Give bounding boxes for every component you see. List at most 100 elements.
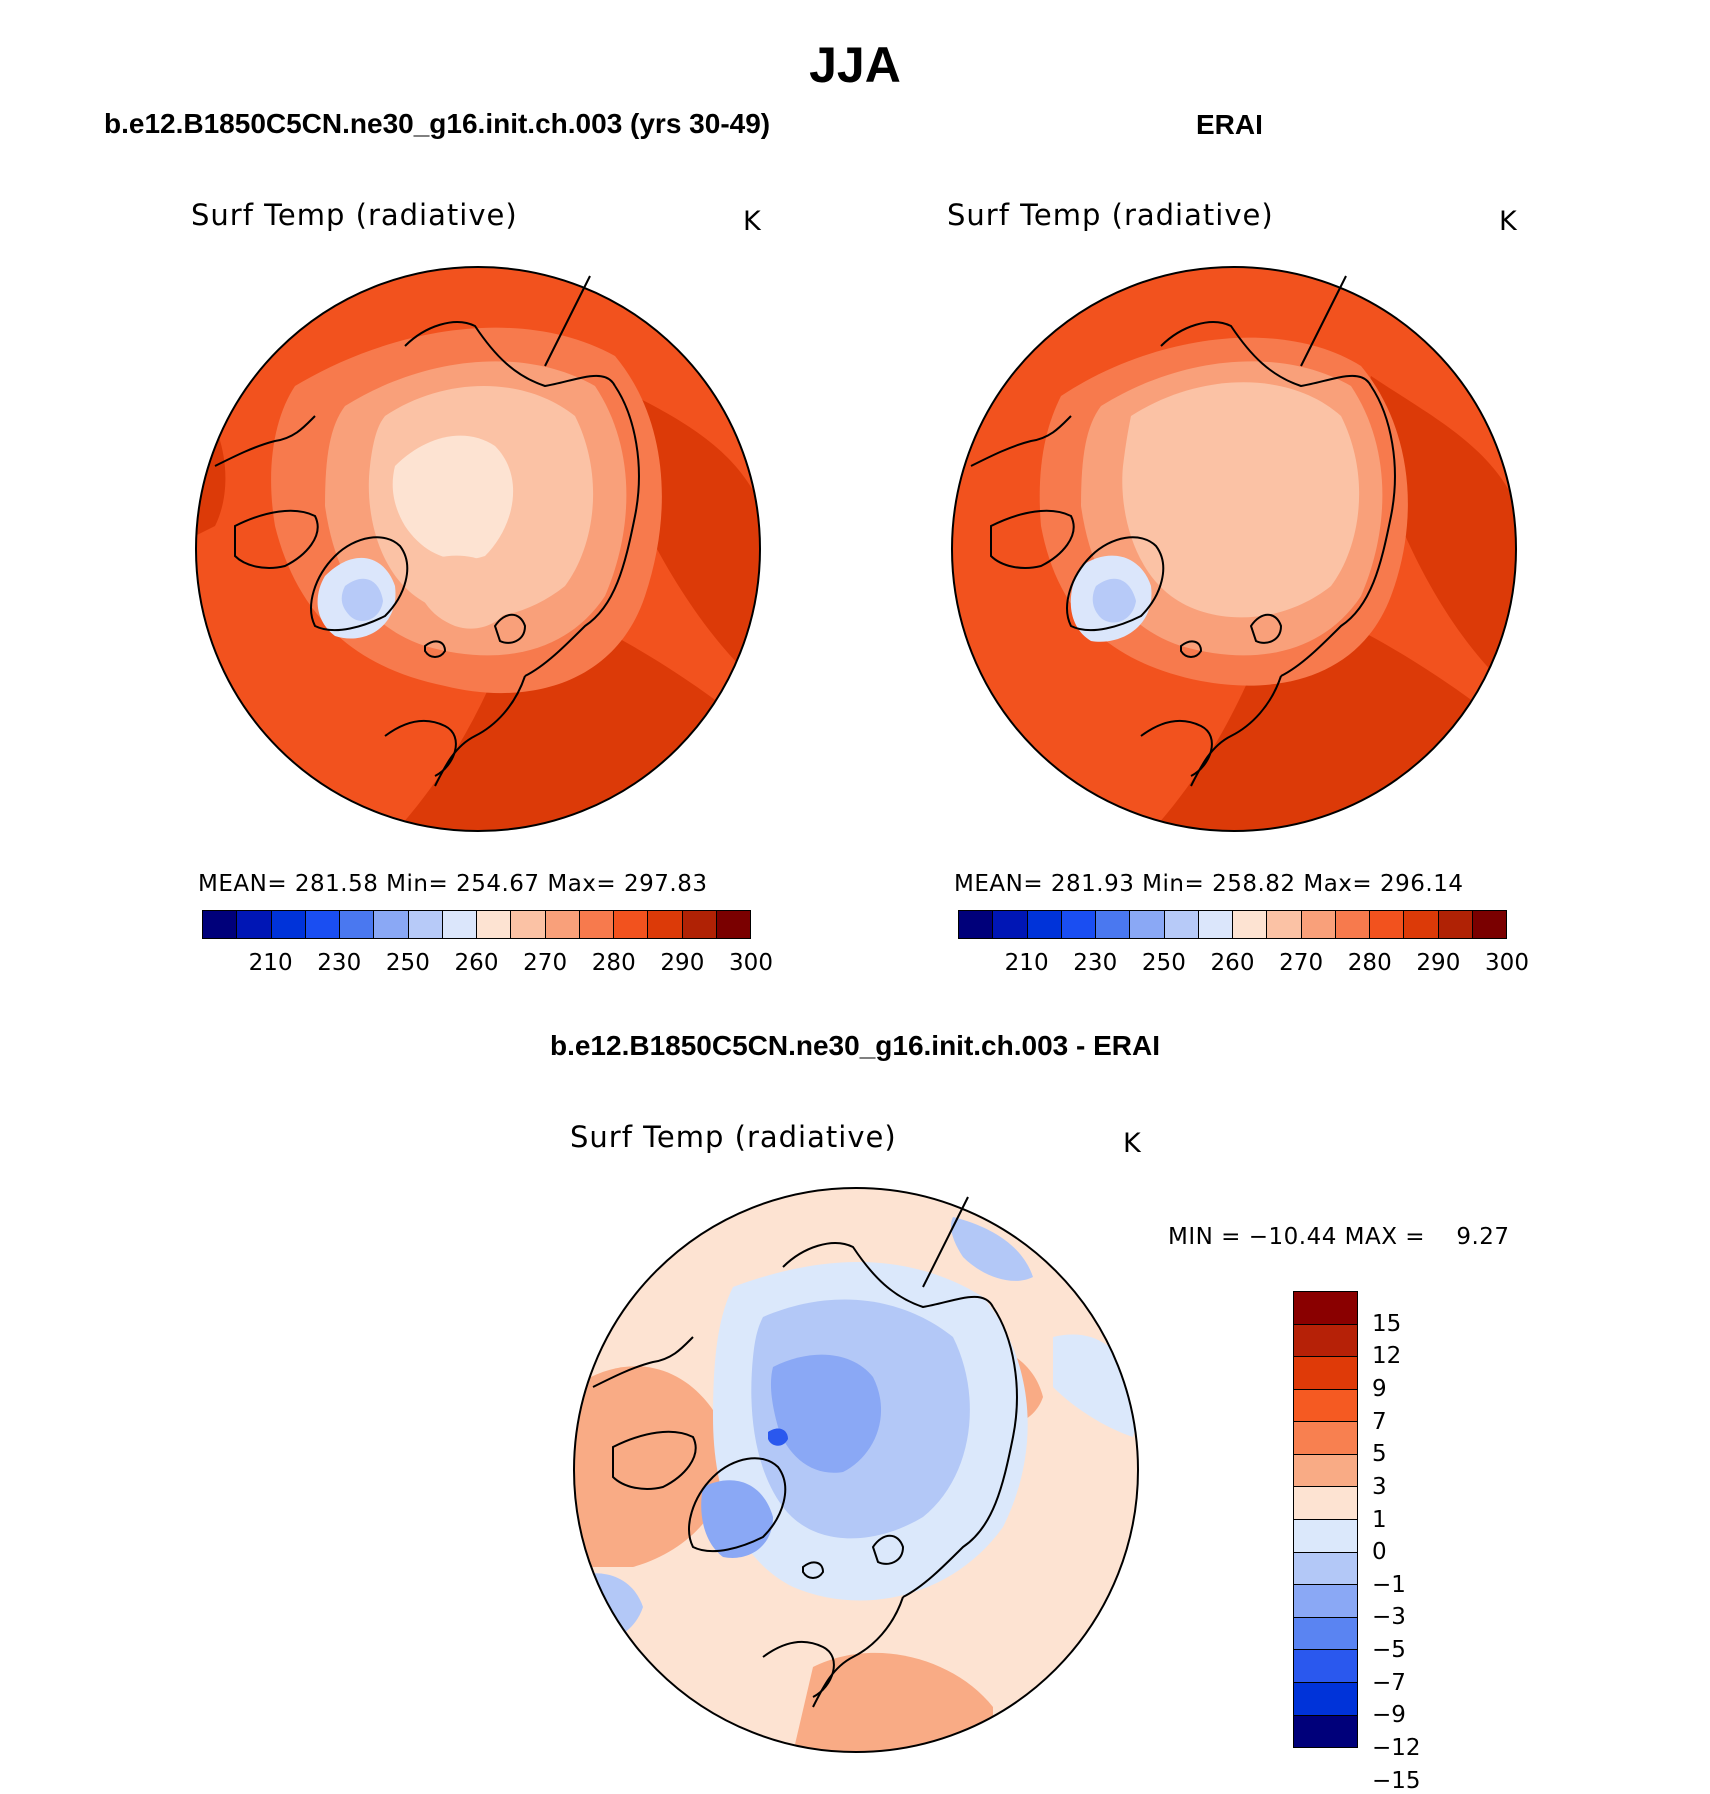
panel3-stats: MIN = −10.44 MAX = 9.27 <box>1168 1224 1510 1250</box>
colorbar-tick-label: 0 <box>1372 1539 1387 1566</box>
colorbar-tick-label: 290 <box>1416 950 1461 976</box>
colorbar-swatch <box>1294 1487 1357 1521</box>
colorbar-swatch <box>237 911 272 938</box>
colorbar-swatch <box>579 911 614 938</box>
colorbar-swatch <box>1164 911 1199 938</box>
panel2-variable-label: Surf Temp (radiative) <box>947 198 1274 232</box>
panel1-map-border <box>195 266 761 832</box>
panel1-polar-map <box>195 266 761 832</box>
panel3-colorbar <box>1293 1291 1358 1748</box>
colorbar-swatch <box>545 911 580 938</box>
colorbar-swatch <box>477 911 512 938</box>
panel2-map-border <box>951 266 1517 832</box>
colorbar-tick-label: 270 <box>523 950 568 976</box>
panel3-variable-label: Surf Temp (radiative) <box>570 1120 897 1154</box>
panel1-contours <box>196 267 760 831</box>
colorbar-tick-label: 1 <box>1372 1506 1387 1533</box>
colorbar-swatch <box>203 911 238 938</box>
panel1-case-title: b.e12.B1850C5CN.ne30_g16.init.ch.003 (yr… <box>104 108 771 139</box>
colorbar-tick-label: −15 <box>1372 1767 1421 1794</box>
colorbar-swatch <box>1335 911 1370 938</box>
colorbar-swatch <box>1267 911 1302 938</box>
colorbar-swatch <box>1233 911 1268 938</box>
colorbar-swatch <box>305 911 340 938</box>
colorbar-tick-label: 260 <box>454 950 499 976</box>
colorbar-swatch <box>959 911 994 938</box>
colorbar-swatch <box>993 911 1028 938</box>
colorbar-swatch <box>716 911 750 938</box>
panel1-variable-label: Surf Temp (radiative) <box>191 198 518 232</box>
colorbar-swatch <box>1404 911 1439 938</box>
colorbar-swatch <box>1294 1715 1357 1748</box>
colorbar-swatch <box>1294 1357 1357 1390</box>
colorbar-tick-label: 210 <box>1004 950 1049 976</box>
colorbar-tick-label: −9 <box>1372 1702 1406 1729</box>
panel2-colorbar-labels: 210 230 250 260 270 280 290 300 <box>958 950 1529 980</box>
colorbar-swatch <box>1294 1650 1357 1683</box>
colorbar-swatch <box>614 911 649 938</box>
colorbar-swatch <box>1294 1617 1357 1651</box>
colorbar-swatch <box>1027 911 1062 938</box>
panel1-stats: MEAN= 281.58 Min= 254.67 Max= 297.83 <box>198 871 708 897</box>
colorbar-swatch <box>1294 1585 1357 1618</box>
colorbar-tick-label: 5 <box>1372 1441 1387 1468</box>
colorbar-tick-label: 230 <box>317 950 362 976</box>
panel3-coastlines <box>592 1196 1018 1708</box>
colorbar-swatch <box>1294 1389 1357 1423</box>
colorbar-swatch <box>1198 911 1233 938</box>
panel2-stats: MEAN= 281.93 Min= 258.82 Max= 296.14 <box>954 871 1464 897</box>
colorbar-tick-label: 9 <box>1372 1375 1387 1402</box>
colorbar-swatch <box>1294 1552 1357 1586</box>
colorbar-tick-label: 210 <box>248 950 293 976</box>
colorbar-tick-label: 280 <box>591 950 636 976</box>
colorbar-swatch <box>1370 911 1405 938</box>
colorbar-tick-label: 280 <box>1347 950 1392 976</box>
panel2-contours <box>952 267 1516 831</box>
colorbar-swatch <box>442 911 477 938</box>
panel3-contours <box>574 1188 1138 1752</box>
colorbar-swatch <box>408 911 443 938</box>
panel2-coastlines <box>970 275 1396 787</box>
colorbar-swatch <box>271 911 306 938</box>
colorbar-swatch <box>1294 1682 1357 1716</box>
colorbar-swatch <box>1472 911 1506 938</box>
colorbar-swatch <box>1294 1520 1357 1553</box>
colorbar-tick-label: 15 <box>1372 1310 1402 1337</box>
colorbar-swatch <box>1294 1454 1357 1488</box>
colorbar-swatch <box>1294 1292 1357 1325</box>
colorbar-tick-label: −12 <box>1372 1735 1421 1761</box>
colorbar-tick-label: 300 <box>729 950 773 976</box>
colorbar-swatch <box>511 911 546 938</box>
colorbar-swatch <box>1061 911 1096 938</box>
colorbar-tick-label: 290 <box>660 950 705 976</box>
main-title: JJA <box>809 37 901 93</box>
colorbar-swatch <box>374 911 409 938</box>
panel1-colorbar-labels: 210 230 250 260 270 280 290 300 <box>202 950 773 980</box>
colorbar-tick-label: 7 <box>1372 1408 1387 1435</box>
colorbar-swatch <box>682 911 717 938</box>
colorbar-tick-label: −3 <box>1372 1604 1406 1631</box>
panel2-case-title: ERAI <box>1196 109 1263 140</box>
colorbar-tick-label: 3 <box>1372 1473 1387 1500</box>
colorbar-tick-label: 300 <box>1485 950 1529 976</box>
colorbar-tick-label: 250 <box>1141 950 1186 976</box>
colorbar-tick-label: 230 <box>1073 950 1118 976</box>
panel2-units-label: K <box>1499 206 1517 237</box>
colorbar-tick-label: 12 <box>1372 1343 1402 1370</box>
colorbar-tick-label: −5 <box>1372 1637 1406 1664</box>
panel2-colorbar <box>958 910 1507 939</box>
colorbar-swatch <box>1301 911 1336 938</box>
colorbar-swatch <box>340 911 375 938</box>
panel1-colorbar <box>202 910 751 939</box>
panel1-coastlines <box>214 275 640 787</box>
colorbar-tick-label: −7 <box>1372 1669 1406 1696</box>
panel3-colorbar-labels: 15 12 9 7 5 3 1 0 −1 −3 −5 −7 −9 −12 −15 <box>1372 1291 1452 1794</box>
colorbar-swatch <box>1096 911 1131 938</box>
colorbar-tick-label: 260 <box>1210 950 1255 976</box>
colorbar-swatch <box>1438 911 1473 938</box>
colorbar-swatch <box>1294 1422 1357 1455</box>
panel3-map-border <box>573 1187 1139 1753</box>
colorbar-tick-label: 270 <box>1279 950 1324 976</box>
colorbar-swatch <box>648 911 683 938</box>
panel2-polar-map <box>951 266 1517 832</box>
